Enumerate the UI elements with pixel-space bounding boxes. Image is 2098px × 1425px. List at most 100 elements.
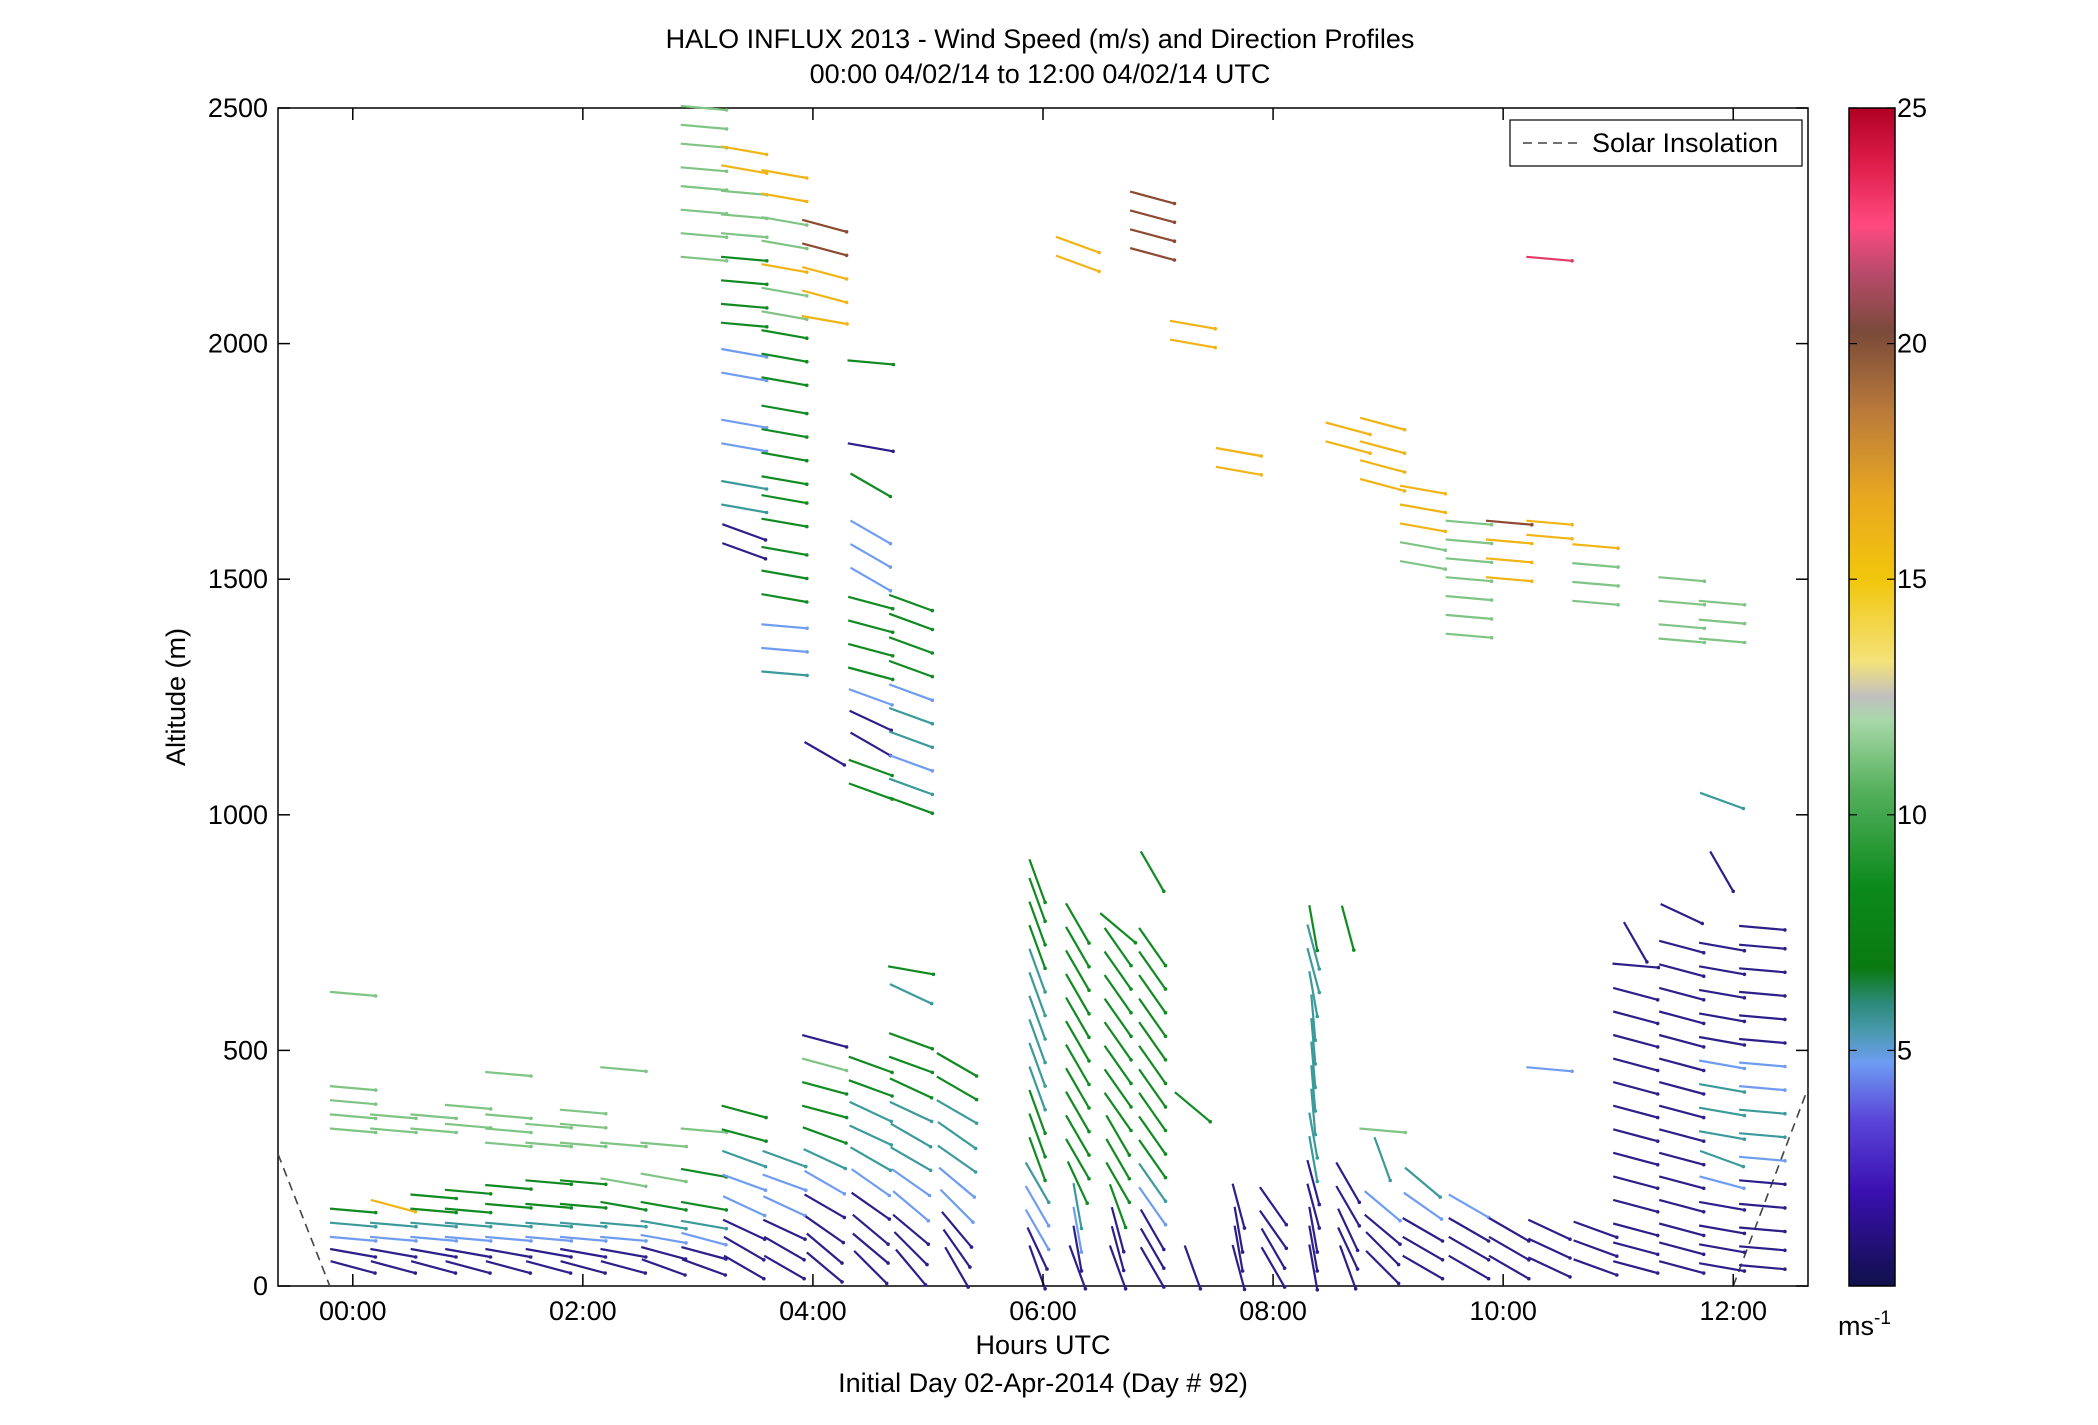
wind-barb — [1260, 1227, 1286, 1269]
wind-barb — [1183, 1245, 1202, 1290]
wind-barb-tip — [764, 378, 769, 383]
wind-barb — [847, 642, 893, 657]
wind-barb — [1445, 519, 1492, 526]
wind-barb-tip — [1742, 1269, 1747, 1273]
y-tick-label: 1000 — [208, 800, 268, 830]
wind-barb — [852, 1213, 889, 1246]
wind-barb — [761, 329, 807, 340]
wind-barb-tip — [890, 1070, 894, 1075]
wind-barb — [1526, 533, 1573, 540]
wind-barb-tip — [373, 1102, 378, 1106]
wind-barb — [893, 1231, 928, 1266]
wind-barb — [761, 517, 807, 528]
wind-barb — [525, 1235, 572, 1242]
wind-barb — [1698, 988, 1745, 999]
wind-barb-tip — [1701, 950, 1706, 955]
wind-barb — [1739, 990, 1785, 997]
legend-entry-solar-insolation: Solar Insolation — [1592, 128, 1778, 158]
wind-barb-tip — [1783, 1064, 1787, 1069]
wind-barb — [802, 1126, 847, 1145]
wind-barb-tip — [724, 127, 729, 131]
wind-barb-tip — [842, 1215, 847, 1220]
wind-barb-tip — [765, 259, 769, 263]
wind-barb — [1231, 1183, 1246, 1229]
wind-barb-tip — [1701, 1271, 1706, 1275]
wind-barb-tip — [1357, 1224, 1362, 1228]
wind-barb — [1488, 1254, 1530, 1280]
wind-barb-tip — [1783, 1041, 1787, 1045]
wind-barb-tip — [1403, 1130, 1408, 1135]
wind-barb — [761, 352, 807, 363]
wind-barb-tip — [1742, 1019, 1747, 1024]
wind-barb-tip — [529, 1144, 533, 1149]
wind-barb-tip — [888, 494, 893, 499]
wind-barb — [1612, 1010, 1658, 1025]
wind-barb — [1698, 941, 1745, 952]
wind-barb-tip — [529, 1239, 533, 1243]
wind-barb — [559, 1141, 606, 1148]
wind-barb-tip — [1085, 1201, 1089, 1205]
wind-barb — [936, 1075, 978, 1101]
wind-barb — [485, 1202, 532, 1209]
wind-barb-tip — [1163, 1199, 1168, 1203]
wind-barb — [1065, 1091, 1090, 1133]
wind-barb-tip — [1702, 626, 1707, 631]
wind-barb — [1572, 543, 1619, 550]
wind-barb — [1739, 1245, 1785, 1252]
wind-barb-tip — [529, 1116, 533, 1121]
wind-barb — [888, 1055, 933, 1074]
wind-barb — [370, 1260, 416, 1275]
wind-barb — [1306, 1183, 1321, 1229]
wind-barb — [762, 1195, 806, 1217]
wind-barb-tip — [1616, 565, 1620, 569]
wind-barb — [410, 1207, 457, 1214]
wind-barb-tip — [1783, 1135, 1787, 1139]
wind-barb-tip — [1701, 1186, 1706, 1191]
wind-barb-tip — [1163, 1010, 1168, 1015]
wind-barb — [680, 232, 727, 239]
wind-barb — [1658, 1057, 1704, 1072]
wind-barb — [1527, 1256, 1571, 1278]
wind-barb — [1658, 1128, 1704, 1143]
wind-barb-tip — [974, 1097, 979, 1102]
wind-barb — [1138, 927, 1167, 967]
wind-barb-tip — [1043, 919, 1047, 923]
wind-barb — [1404, 1166, 1441, 1198]
wind-barb — [889, 1100, 933, 1123]
wind-barb-tip — [930, 674, 935, 679]
wind-barb — [1612, 1260, 1658, 1275]
colorbar-tick-label: 15 — [1897, 564, 1927, 594]
wind-barb-tip — [529, 1224, 533, 1229]
wind-barb-tip — [414, 1224, 418, 1229]
wind-barb-tip — [1043, 1037, 1047, 1041]
wind-barb — [1174, 1091, 1211, 1123]
wind-barb — [1337, 1208, 1359, 1251]
wind-barb-tip — [805, 176, 809, 180]
wind-barb — [761, 216, 807, 227]
wind-barb-tip — [1163, 1034, 1168, 1039]
wind-barb-tip — [644, 1208, 648, 1212]
wind-barb-tip — [764, 1139, 768, 1143]
wind-barb-tip — [930, 769, 935, 773]
wind-barb — [1028, 1042, 1047, 1087]
wind-barb-tip — [1701, 998, 1706, 1002]
wind-barb — [1065, 996, 1090, 1038]
wind-barb — [640, 1200, 687, 1211]
wind-barb — [1448, 1235, 1490, 1261]
wind-barb-tip — [488, 1271, 492, 1275]
wind-barb — [370, 1198, 416, 1213]
wind-barb-tip — [805, 270, 809, 275]
wind-barb — [1129, 190, 1175, 205]
wind-barb-tip — [1701, 1252, 1706, 1257]
wind-barb-tip — [604, 1206, 608, 1210]
wind-barb — [1065, 973, 1090, 1015]
wind-barb — [1699, 1175, 1745, 1190]
y-tick-label: 1500 — [208, 564, 268, 594]
wind-barb — [801, 314, 848, 326]
wind-barb-tip — [763, 1188, 768, 1192]
wind-barb — [1526, 255, 1573, 262]
wind-barb-tip — [844, 1115, 849, 1120]
wind-barb-tip — [805, 501, 809, 505]
wind-barb — [1310, 1018, 1317, 1064]
wind-barb-tip — [1313, 1038, 1318, 1043]
